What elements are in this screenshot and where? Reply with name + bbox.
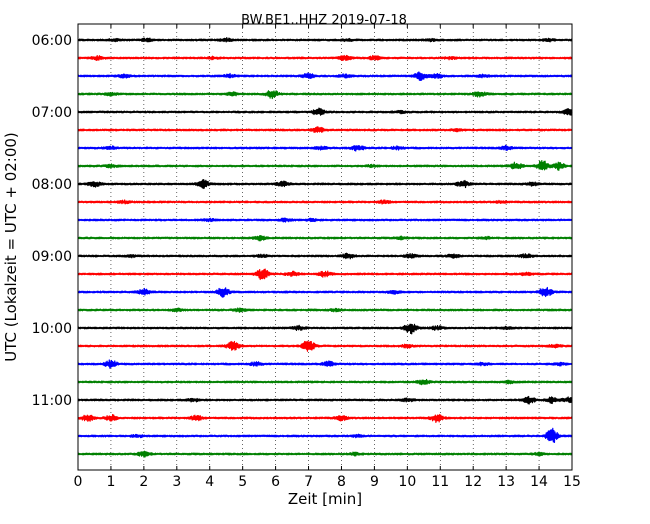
y-tick-label: 11:00 [32,393,72,409]
x-tick-label: 15 [563,474,581,490]
x-tick-label: 3 [172,474,181,490]
x-tick-label: 6 [271,474,280,490]
seismic-trace [77,268,573,281]
plot-frame [77,23,573,471]
seismic-trace [77,252,573,260]
chart-title: BW.BE1..HHZ 2019-07-18 [241,13,407,28]
seismic-trace [77,54,573,62]
x-tick-label: 12 [464,474,482,490]
x-tick-label: 0 [74,474,83,490]
grid-lines [110,24,540,470]
seismic-trace [77,450,573,458]
y-tick-label: 07:00 [32,105,72,121]
x-tick-label: 5 [238,474,247,490]
x-tick-label: 10 [398,474,416,490]
axis-ticks: 0 1 2 3 4 5 6 7 8 9 10 11 12 13 14 1506:0007:0008:0009:… [32,24,581,490]
seismic-trace [77,427,573,444]
seismic-trace [77,160,573,171]
x-tick-label: 7 [304,474,313,490]
trace-group [77,37,573,458]
seismic-trace [77,286,573,298]
seismic-trace [77,235,573,242]
x-tick-label: 1 [106,474,115,490]
x-tick-label: 4 [205,474,214,490]
y-tick-label: 09:00 [32,249,72,265]
x-tick-label: 11 [431,474,449,490]
seismic-trace [77,71,573,82]
seismic-trace [77,126,573,133]
y-axis-label: UTC (Lokalzeit = UTC + 02:00) [2,132,20,362]
y-tick-label: 06:00 [32,33,72,49]
seismic-trace [77,413,573,424]
seismic-trace [77,340,573,352]
seismic-trace [77,37,573,43]
seismic-trace [77,307,573,313]
seismic-trace [77,90,573,100]
seismic-trace [77,395,573,405]
y-tick-label: 08:00 [32,177,72,193]
seismic-trace [77,378,573,386]
x-tick-label: 14 [530,474,548,490]
x-axis-label: Zeit [min] [288,490,362,508]
seismic-trace [77,107,573,116]
y-tick-label: 10:00 [32,321,72,337]
x-tick-label: 8 [337,474,346,490]
seismic-trace [77,144,573,152]
x-tick-label: 13 [497,474,515,490]
seismic-trace [77,217,573,223]
seismic-trace [77,323,573,335]
seismic-trace [77,178,573,190]
seismic-trace [77,199,573,205]
seismic-trace [77,359,573,369]
x-tick-label: 2 [139,474,148,490]
x-tick-label: 9 [370,474,379,490]
